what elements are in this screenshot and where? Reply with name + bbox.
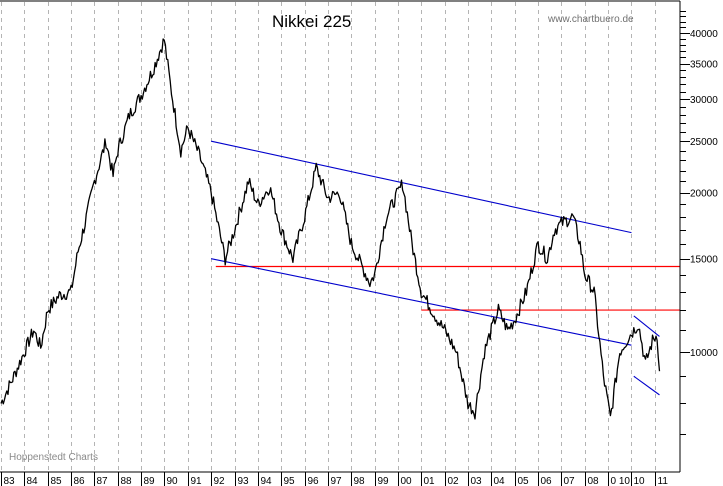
x-tick-label: 85: [51, 476, 63, 486]
lower-channel: [211, 258, 632, 346]
horizontal-support-lines: [215, 265, 680, 311]
x-tick-label: 91: [191, 476, 203, 486]
y-tick-label: 20000: [690, 189, 718, 200]
y-tick-label: 30000: [690, 95, 718, 106]
x-tick-label: 08: [588, 476, 600, 486]
y-tick-label: 25000: [690, 137, 718, 148]
x-tick-label: 05: [518, 476, 530, 486]
source-label: Hoppenstedt Charts: [9, 452, 98, 463]
chart-title: Nikkei 225: [272, 12, 351, 31]
x-tick-label: 0 10: [611, 476, 631, 486]
x-tick-label: 94: [261, 476, 273, 486]
wedge-upper: [633, 315, 660, 337]
x-tick-label: 97: [331, 476, 343, 486]
x-tick-label: 03: [471, 476, 483, 486]
x-tick-label: 95: [284, 476, 296, 486]
x-tick-label: 92: [214, 476, 226, 486]
trend-channel-lines: [211, 140, 660, 396]
x-tick-label: 99: [378, 476, 390, 486]
watermark-url: www.chartbuero.de: [547, 14, 634, 25]
x-tick-label: 88: [121, 476, 133, 486]
x-axis: 83 84 85 86 87 88 89 90 91 92 93 94 95 96 97 98 99 00 01 02…: [1, 472, 669, 486]
y-tick-label: 10000: [690, 348, 718, 359]
x-tick-label: 93: [238, 476, 250, 486]
y-tick-label: 15000: [690, 255, 718, 266]
x-tick-label: 86: [74, 476, 86, 486]
wedge-lower: [633, 375, 660, 396]
x-tick-label: 83: [4, 476, 16, 486]
x-tick-label: 11: [658, 476, 669, 486]
y-tick-label: 40000: [690, 29, 718, 40]
x-tick-label: 04: [494, 476, 506, 486]
x-tick-label: 10: [634, 476, 646, 486]
x-tick-label: 96: [308, 476, 320, 486]
y-tick-label: 35000: [690, 60, 718, 71]
x-tick-label: 07: [564, 476, 576, 486]
x-tick-label: 06: [541, 476, 553, 486]
vertical-grid: [1, 2, 656, 472]
x-tick-label: 98: [354, 476, 366, 486]
x-tick-label: 02: [448, 476, 460, 486]
x-tick-label: 87: [97, 476, 109, 486]
x-tick-label: 90: [167, 476, 179, 486]
x-tick-label: 84: [27, 476, 39, 486]
price-line: [0, 38, 661, 420]
y-axis: 40000 35000 30000 25000 20000 15000 10000: [680, 11, 718, 435]
x-tick-label: 01: [424, 476, 436, 486]
x-tick-label: 00: [401, 476, 413, 486]
x-tick-label: 89: [144, 476, 156, 486]
